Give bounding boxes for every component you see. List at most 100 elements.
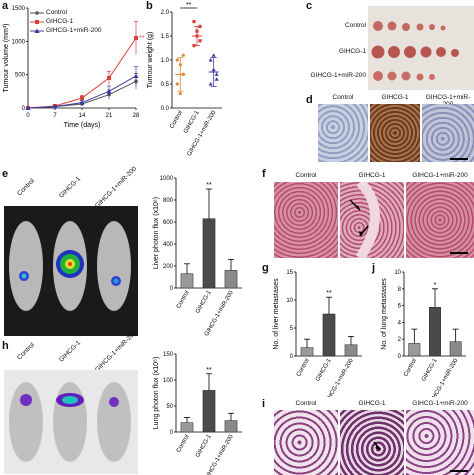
y-tick-label: 2 xyxy=(398,337,402,343)
ihc-header-control: Control xyxy=(332,94,354,101)
ihc-header-gihcg: GIHCG-1 xyxy=(381,94,409,101)
tumour-weight-chart: 0.0 0.5 1.0 1.5 2.0 Tumour weight (g) ControlG… xyxy=(147,2,222,157)
significance-marker: ** xyxy=(206,367,212,374)
lung-he-header-control: Control xyxy=(295,400,317,407)
panel-label-h: h xyxy=(2,340,9,352)
panel-label-a: a xyxy=(2,0,9,12)
y-tick-label: 0 xyxy=(398,354,402,360)
x-tick-label: Control xyxy=(169,110,184,130)
bar xyxy=(344,344,358,357)
x-tick-label: GIHCG-1 xyxy=(183,109,201,134)
y-tick-label: 5 xyxy=(290,326,294,332)
x-tick-label: 28 xyxy=(133,113,140,119)
legend-label: GIHCG-1 xyxy=(46,18,74,25)
y-axis-label: Lung photon flux (x10⁶) xyxy=(153,357,160,430)
significance-marker: ** xyxy=(186,2,192,9)
panel-label-j: j xyxy=(372,262,376,274)
data-point xyxy=(198,39,202,43)
x-tick-label: GIHCG-1 xyxy=(421,357,439,382)
scale-bar xyxy=(450,158,468,160)
he-header-gihcg: GIHCG-1 xyxy=(358,172,386,179)
bar xyxy=(224,420,238,433)
data-point xyxy=(211,53,216,57)
x-tick-label: GIHCG-1 xyxy=(195,433,213,458)
data-point xyxy=(80,96,84,100)
liver-he-panel: Control GIHCG-1 GIHCG-1+miR-200 xyxy=(274,172,474,260)
y-tick-label: 400 xyxy=(163,242,174,248)
he-image-control xyxy=(274,182,338,258)
significance-marker: ** xyxy=(206,182,212,189)
bar xyxy=(300,347,314,357)
lung-he-image-mir xyxy=(406,410,474,475)
y-axis-label: No. of liver metastases xyxy=(273,278,280,350)
data-point xyxy=(214,77,219,81)
scale-bar xyxy=(450,470,468,472)
bar xyxy=(322,313,336,357)
y-axis-label: No. of lung metastases xyxy=(381,278,388,350)
significance-marker: ** xyxy=(326,290,332,297)
mouse-label-gihcg: GIHCG-1 xyxy=(57,175,83,200)
panel-label-c: c xyxy=(306,0,313,12)
data-point xyxy=(106,88,112,94)
ihc-panel: Control GIHCG-1 GIHCG-1+miR-200 xyxy=(318,94,474,164)
mouse-label-gihcg: GIHCG-1 xyxy=(57,339,83,364)
data-point xyxy=(133,73,139,78)
y-tick-label: 0 xyxy=(290,354,294,360)
ihc-image-control xyxy=(318,104,368,162)
data-point xyxy=(178,92,182,96)
bar xyxy=(180,273,194,289)
x-tick-label: 7 xyxy=(53,113,57,119)
y-tick-label: 500 xyxy=(15,73,26,79)
liver-photon-flux-chart: 0 200 400 600 800 1000 Liver photon flux (x10⁶… xyxy=(153,176,242,337)
he-header-mir: GIHCG-1+miR-200 xyxy=(412,172,468,179)
x-tick-label: 21 xyxy=(106,113,113,119)
y-tick-label: 4 xyxy=(398,320,402,326)
he-image-gihcg xyxy=(340,182,404,258)
y-tick-label: 50 xyxy=(166,404,173,410)
significance-marker: * xyxy=(434,282,437,289)
y-axis-label: Liver photon flux (x10⁶) xyxy=(153,197,160,269)
y-axis-label: Tumour weight (g) xyxy=(147,32,154,89)
y-tick-label: 0 xyxy=(170,430,174,436)
bar xyxy=(224,270,238,289)
x-tick-label: Control xyxy=(403,358,418,378)
panel-label-e: e xyxy=(2,168,9,180)
data-point xyxy=(107,76,111,80)
data-point xyxy=(134,36,138,40)
y-tick-label: 0.5 xyxy=(161,82,170,88)
significance-marker: ** xyxy=(139,35,145,42)
y-tick-label: 600 xyxy=(163,220,174,226)
y-tick-label: 1.5 xyxy=(161,34,170,40)
row-label-control: Control xyxy=(345,22,366,29)
y-tick-label: 150 xyxy=(163,352,174,358)
mouse-label-mir: GIHCG-1+miR-200 xyxy=(93,165,139,210)
ihc-image-gihcg xyxy=(370,104,420,162)
panel-label-b: b xyxy=(146,0,153,12)
panel-label-d: d xyxy=(306,94,313,106)
tumour-photo xyxy=(368,6,474,90)
y-tick-label: 10 xyxy=(394,270,401,276)
y-tick-label: 0.0 xyxy=(161,106,170,112)
data-point xyxy=(208,82,213,86)
legend-a: Control GIHCG-1 GIHCG-1+miR-200 xyxy=(30,8,101,35)
data-point xyxy=(192,20,196,24)
x-tick-label: Control xyxy=(176,290,191,310)
panel-label-f: f xyxy=(262,168,266,180)
tumour-volume-chart: 0 500 1000 1500 0 7 14 21 28 Time (days) Tumour vo… xyxy=(3,6,145,129)
liver-imaging-panel: Control GIHCG-1 GIHCG-1+miR-200 xyxy=(4,165,138,338)
y-tick-label: 800 xyxy=(163,198,174,204)
data-point xyxy=(25,105,31,110)
bar xyxy=(202,218,216,289)
lung-metastases-chart: 0 2 4 6 8 10 No. of lung metastases Control * GIH… xyxy=(381,270,466,397)
x-tick-label: 0 xyxy=(26,113,30,119)
x-tick-label: Control xyxy=(176,434,191,454)
data-point xyxy=(214,72,219,76)
mouse-label-control: Control xyxy=(16,177,36,198)
y-axis-label: Tumour volume (mm³) xyxy=(3,24,10,93)
x-tick-label: Control xyxy=(296,358,311,378)
lung-he-header-gihcg: GIHCG-1 xyxy=(358,400,386,407)
data-point xyxy=(181,53,185,57)
legend-label: Control xyxy=(46,9,67,16)
y-tick-label: 1000 xyxy=(160,176,174,182)
